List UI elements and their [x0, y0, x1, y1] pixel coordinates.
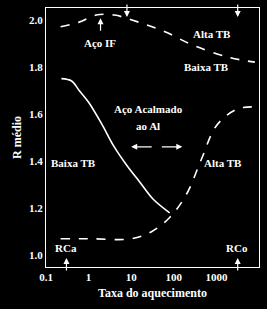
svg-text:Aço IF: Aço IF: [84, 37, 116, 49]
svg-text:10: 10: [126, 271, 138, 283]
svg-text:1: 1: [86, 271, 92, 283]
svg-text:Alta TB: Alta TB: [193, 28, 231, 40]
svg-text:0.1: 0.1: [39, 271, 53, 283]
svg-text:RCo: RCo: [226, 242, 248, 254]
svg-text:Baixa TB: Baixa TB: [184, 61, 229, 73]
svg-text:Aço Acalmado: Aço Acalmado: [114, 103, 183, 115]
svg-text:Taxa do aquecimento: Taxa do aquecimento: [98, 286, 207, 300]
svg-text:1000: 1000: [205, 271, 228, 283]
svg-text:1.0: 1.0: [29, 249, 43, 261]
svg-text:Alta TB: Alta TB: [204, 157, 242, 169]
svg-text:R médio: R médio: [10, 116, 24, 159]
svg-text:Baixa TB: Baixa TB: [51, 157, 96, 169]
svg-text:1.4: 1.4: [29, 155, 43, 167]
svg-text:1.6: 1.6: [29, 108, 43, 120]
svg-text:2.0: 2.0: [29, 14, 43, 26]
svg-text:RCa: RCa: [55, 242, 77, 254]
svg-text:ao Al: ao Al: [136, 120, 160, 132]
svg-text:100: 100: [166, 271, 183, 283]
svg-text:1.8: 1.8: [29, 61, 43, 73]
svg-text:1.2: 1.2: [29, 202, 43, 214]
